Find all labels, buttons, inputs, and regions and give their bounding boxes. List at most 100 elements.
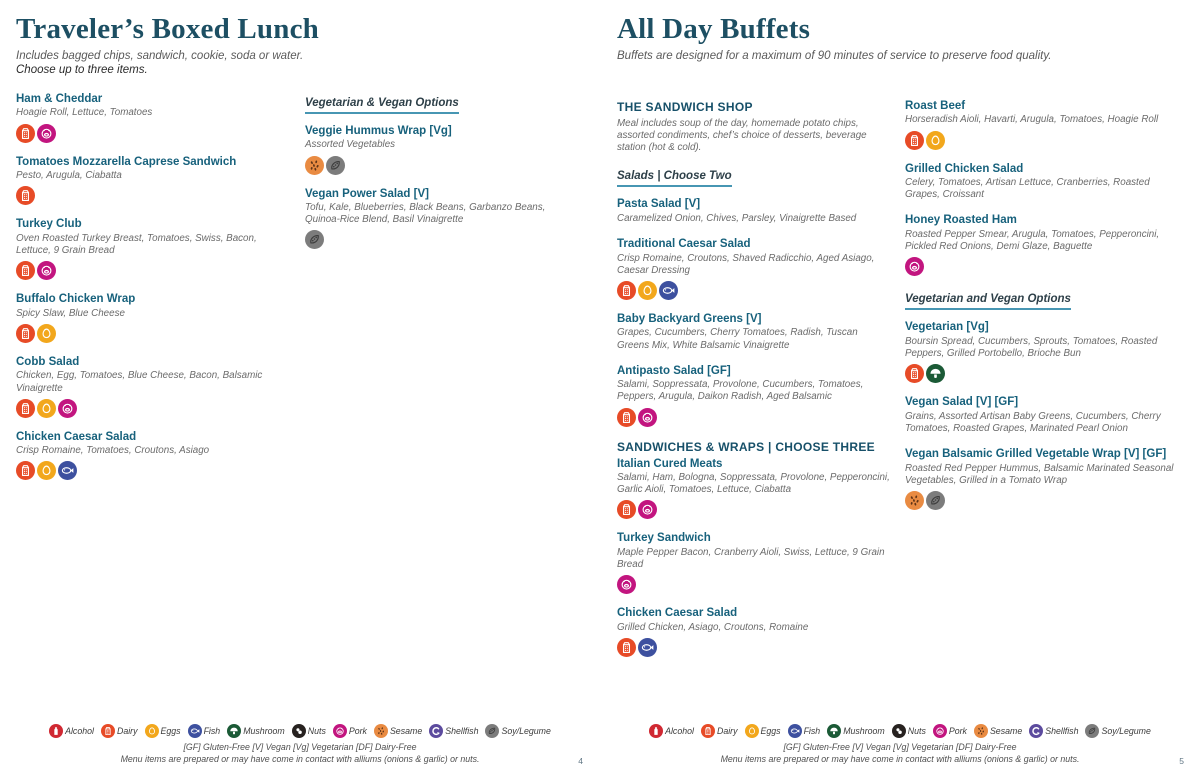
eggs-icon xyxy=(37,398,56,418)
legend-label: Eggs xyxy=(760,726,781,737)
page-title: Traveler’s Boxed Lunch xyxy=(16,13,319,45)
page-number: 5 xyxy=(1179,756,1184,766)
page-title: All Day Buffets xyxy=(617,13,811,45)
menu-item: Vegan Power Salad [V] Tofu, Kale, Blueber… xyxy=(305,188,578,250)
dairy-icon xyxy=(617,280,636,300)
menu-item-name: Roast Beef xyxy=(905,99,966,112)
eggs-icon xyxy=(744,724,759,739)
dairy-icon xyxy=(905,364,924,384)
menu-column-1: Ham & Cheddar Hoagie Roll, Lettuce, Tomat… xyxy=(16,93,305,494)
pork-icon xyxy=(37,123,56,143)
dairy-icon xyxy=(100,724,115,739)
menu-item: Vegetarian [Vg] Boursin Spread, Cucumbers… xyxy=(905,321,1178,384)
legend-entry-pork: Pork xyxy=(332,724,367,739)
legend-label: Pork xyxy=(348,726,367,737)
menu-item-name: Cobb Salad xyxy=(16,355,80,368)
menu-item-description: Grains, Assorted Artisan Baby Greens, Cu… xyxy=(905,410,1161,434)
dairy-icon xyxy=(617,500,636,520)
menu-item-name: Vegetarian [Vg] xyxy=(905,321,989,334)
menu-item-name: Traditional Caesar Salad xyxy=(617,238,751,251)
menu-columns: Ham & Cheddar Hoagie Roll, Lettuce, Tomat… xyxy=(16,93,582,494)
allergen-badges xyxy=(16,123,291,143)
page-all-day-buffets: All Day Buffets Buffets are designed for… xyxy=(600,0,1200,776)
allergen-badges xyxy=(617,500,891,520)
menu-item: Antipasto Salad [GF] Salami, Soppressata,… xyxy=(617,365,891,427)
menu-item: Chicken Caesar Salad Crisp Romaine, Tomat… xyxy=(16,431,291,481)
legend-label: Shellfish xyxy=(1045,726,1079,737)
allergen-badges xyxy=(905,257,1178,277)
menu-item-description: Grapes, Cucumbers, Cherry Tomatoes, Radi… xyxy=(617,327,858,351)
menu-item-name: Vegan Power Salad [V] xyxy=(305,187,429,200)
allergen-disclaimer: Menu items are prepared or may have come… xyxy=(720,754,1080,765)
legend-label: Dairy xyxy=(716,726,738,737)
menu-item-name: Buffalo Chicken Wrap xyxy=(16,293,136,306)
menu-item-description: Pesto, Arugula, Ciabatta xyxy=(16,170,122,182)
mushroom-icon xyxy=(227,724,242,739)
legend-entry-nuts: Nuts xyxy=(891,724,926,739)
legend-label: Fish xyxy=(203,726,221,737)
allergen-badges xyxy=(617,407,891,427)
menu-item-description: Roasted Pepper Smear, Arugula, Tomatoes,… xyxy=(905,229,1160,253)
dairy-icon xyxy=(16,323,35,343)
legend-label: Alcohol xyxy=(665,726,694,737)
menu-item-name: Grilled Chicken Salad xyxy=(905,162,1024,175)
allergen-badges xyxy=(617,637,891,657)
allergen-badges xyxy=(617,280,891,300)
legend-entry-shellfish: Shellfish xyxy=(429,724,479,739)
menu-item-description: Tofu, Kale, Blueberries, Black Beans, Ga… xyxy=(305,202,546,226)
menu-item-name: Turkey Club xyxy=(16,218,82,231)
menu-item: Tomatoes Mozzarella Caprese Sandwich Pest… xyxy=(16,156,291,206)
dairy-icon xyxy=(16,186,35,206)
sesame-icon xyxy=(305,155,324,175)
legend-label: Shellfish xyxy=(445,726,479,737)
menu-item-description: Hoagie Roll, Lettuce, Tomatoes xyxy=(16,107,153,119)
legend-label: Mushroom xyxy=(843,726,885,737)
legend-entry-dairy: Dairy xyxy=(700,724,738,739)
dairy-icon xyxy=(16,461,35,481)
pork-icon xyxy=(58,398,77,418)
underlined-subheader: Vegetarian and Vegan Options xyxy=(905,293,1071,311)
legend-entry-pork: Pork xyxy=(932,724,967,739)
menu-item-name: Baby Backyard Greens [V] xyxy=(617,312,762,325)
nuts-icon xyxy=(291,724,306,739)
menu-item-description: Celery, Tomatoes, Artisan Lettuce, Cranb… xyxy=(905,177,1150,201)
eggs-icon xyxy=(926,130,945,150)
alcohol-icon xyxy=(649,724,664,739)
menu-item-name: Italian Cured Meats xyxy=(617,457,723,470)
eggs-icon xyxy=(144,724,159,739)
soy-icon xyxy=(485,724,500,739)
dairy-icon xyxy=(905,130,924,150)
allergen-disclaimer: Menu items are prepared or may have come… xyxy=(120,754,480,765)
menu-item-name: Antipasto Salad [GF] xyxy=(617,364,731,377)
dairy-icon xyxy=(16,123,35,143)
legend-entry-sesame: Sesame xyxy=(973,724,1022,739)
menu-item: Cobb Salad Chicken, Egg, Tomatoes, Blue C… xyxy=(16,356,291,418)
section-header: SANDWICHES & WRAPS | CHOOSE THREE xyxy=(617,439,875,454)
menu-item: Turkey Sandwich Maple Pepper Bacon, Cranb… xyxy=(617,532,891,595)
allergen-badges xyxy=(16,461,291,481)
menu-columns: THE SANDWICH SHOP Meal includes soup of t… xyxy=(617,100,1182,670)
menu-item-name: Chicken Caesar Salad xyxy=(16,430,137,443)
menu-item-name: Pasta Salad [V] xyxy=(617,198,701,211)
menu-item-description: Crisp Romaine, Croutons, Shaved Radicchi… xyxy=(617,252,875,276)
eggs-icon xyxy=(638,280,657,300)
menu-item: Grilled Chicken Salad Celery, Tomatoes, A… xyxy=(905,163,1178,202)
shellfish-icon xyxy=(429,724,444,739)
legend-entry-dairy: Dairy xyxy=(100,724,138,739)
diet-codes-line: [GF] Gluten-Free [V] Vegan [Vg] Vegetari… xyxy=(183,742,417,753)
legend-label: Mushroom xyxy=(243,726,285,737)
fish-icon xyxy=(638,637,657,657)
menu-column-2: Roast Beef Horseradish Aioli, Havarti, Ar… xyxy=(905,100,1182,670)
menu-item: Traditional Caesar Salad Crisp Romaine, C… xyxy=(617,238,891,300)
legend-label: Nuts xyxy=(307,726,326,737)
soy-icon xyxy=(326,155,345,175)
allergen-badges xyxy=(305,230,578,250)
pork-icon xyxy=(332,724,347,739)
menu-item: Buffalo Chicken Wrap Spicy Slaw, Blue Che… xyxy=(16,293,291,343)
pork-icon xyxy=(617,575,636,595)
pork-icon xyxy=(905,257,924,277)
underlined-subheader: Salads | Choose Two xyxy=(617,170,732,188)
mushroom-icon xyxy=(926,364,945,384)
menu-item: Ham & Cheddar Hoagie Roll, Lettuce, Tomat… xyxy=(16,93,291,143)
menu-item-name: Veggie Hummus Wrap [Vg] xyxy=(305,124,452,137)
